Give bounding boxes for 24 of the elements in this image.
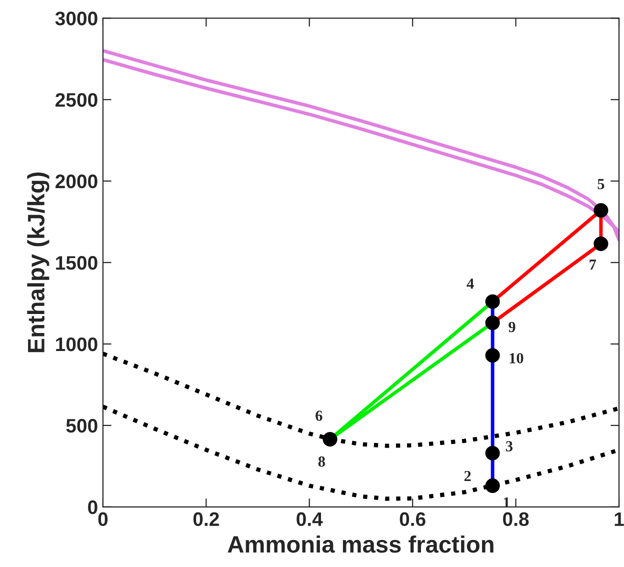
y-tick-label: 500 — [66, 418, 98, 433]
y-tick-label: 2500 — [56, 93, 98, 107]
x-tick-label: 0.2 — [193, 512, 219, 526]
annotation: 6 — [316, 410, 322, 421]
y-tick-label: 3000 — [55, 12, 98, 26]
y-tick-label: 1500 — [56, 256, 98, 270]
x-tick-label: 0.4 — [296, 512, 323, 526]
annotation: 10 — [510, 353, 524, 364]
annotation: 4 — [466, 278, 474, 289]
annotation: 7 — [590, 260, 596, 270]
y-tick-label: 0 — [88, 500, 98, 514]
x-tick-label: 1 — [614, 512, 624, 526]
x-tick-label: 0 — [98, 512, 108, 526]
x-tick-label: 0.8 — [503, 512, 529, 526]
x-axis-title: Ammonia mass fraction — [228, 535, 494, 553]
annotation: 8 — [318, 456, 325, 467]
annotation: 9 — [508, 322, 516, 332]
y-tick-label: 2000 — [56, 174, 98, 188]
x-tick-label: 0.6 — [400, 512, 426, 526]
annotation: 5 — [598, 179, 604, 190]
annotation: 3 — [506, 441, 513, 452]
y-tick-label: 1000 — [56, 337, 98, 352]
y-axis-title: Enthalpy (kJ/kg) — [27, 172, 50, 352]
annotation: 2 — [464, 470, 471, 482]
